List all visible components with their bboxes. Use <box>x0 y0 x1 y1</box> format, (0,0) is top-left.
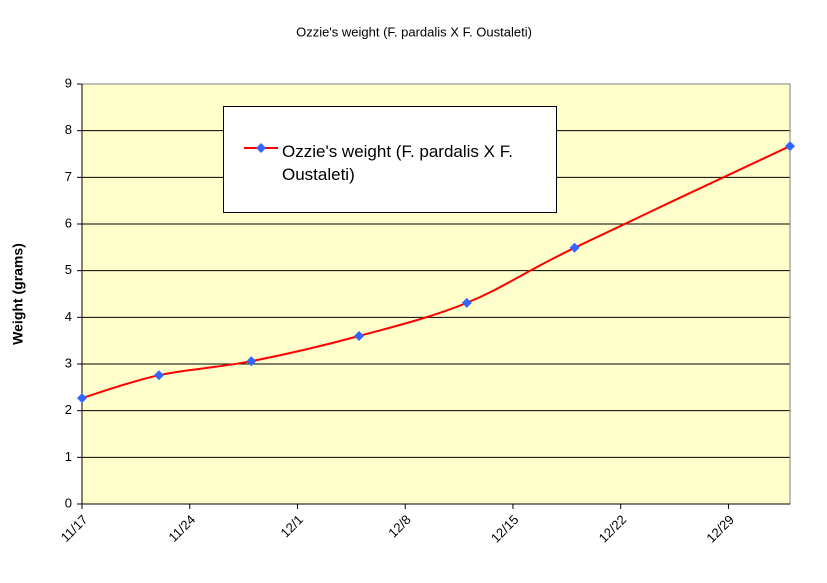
y-tick-label: 6 <box>65 215 72 230</box>
data-point <box>246 356 257 367</box>
y-tick-label: 0 <box>65 495 72 510</box>
y-tick-label: 4 <box>65 309 72 324</box>
data-point <box>77 393 87 404</box>
y-tick-label: 3 <box>65 355 72 370</box>
data-point <box>153 370 164 381</box>
x-tick-label: 12/15 <box>488 512 522 546</box>
data-point <box>461 297 472 308</box>
data-point <box>569 242 580 253</box>
x-tick-label: 12/29 <box>703 512 737 546</box>
y-tick-label: 5 <box>65 262 72 277</box>
x-tick-label: 12/8 <box>385 512 414 541</box>
y-tick-label: 7 <box>65 169 72 184</box>
legend-label: Ozzie's weight (F. pardalis X F. Oustale… <box>282 142 513 184</box>
y-tick-label: 2 <box>65 402 72 417</box>
y-tick-label: 8 <box>65 122 72 137</box>
data-point <box>354 331 365 341</box>
legend-symbol <box>244 143 278 153</box>
y-tick-label: 9 <box>65 75 72 90</box>
data-point <box>785 141 795 152</box>
y-tick-label: 1 <box>65 449 72 464</box>
x-tick-label: 12/22 <box>596 512 630 546</box>
series-line <box>81 145 791 400</box>
legend: Ozzie's weight (F. pardalis X F. Oustale… <box>223 106 557 213</box>
x-tick-label: 12/1 <box>278 512 307 541</box>
chart-title: Ozzie's weight (F. pardalis X F. Oustale… <box>296 24 532 39</box>
legend-marker <box>256 143 266 153</box>
y-axis-label: Weight (grams) <box>10 243 26 345</box>
x-tick-label: 11/17 <box>58 512 91 545</box>
x-tick-label: 11/24 <box>165 512 198 545</box>
